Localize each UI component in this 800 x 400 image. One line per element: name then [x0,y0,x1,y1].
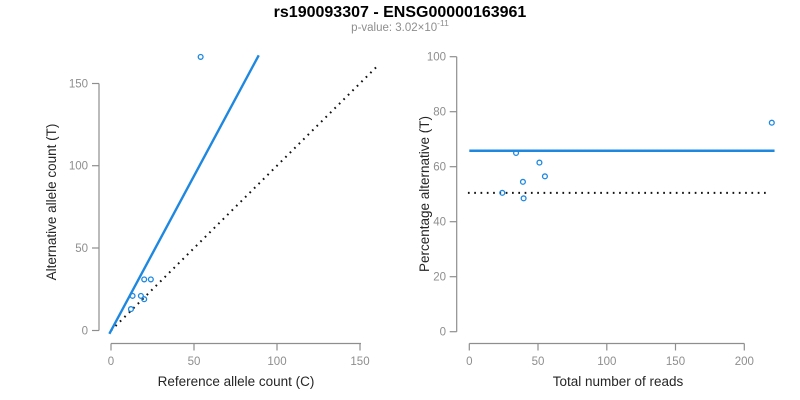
y-tick-label: 100 [427,52,446,64]
y-tick-label: 150 [69,79,88,91]
figure-title: rs190093307 - ENSG00000163961 [274,4,527,21]
data-point [127,306,134,313]
figure-subtitle: p-value: 3.02×10-11 [351,18,449,34]
x-axis-title: Total number of reads [553,374,684,389]
fit-line [108,54,260,335]
right-plot: 0 20 40 60 80 100 0 50 100 150 200 Total… [417,52,775,389]
data-point [141,296,148,303]
y-tick-label: 80 [433,107,446,119]
y-tick-label: 0 [440,327,446,339]
data-point [768,119,775,126]
x-tick-label: 100 [597,356,616,368]
x-tick-label: 150 [666,356,685,368]
y-tick-label: 40 [433,217,446,229]
data-point [137,292,144,299]
x-axis-title: Reference allele count (C) [158,374,315,389]
data-point [499,189,506,196]
left-plot: 0 50 100 150 0 50 100 150 Reference alle… [44,53,379,389]
y-tick-label: 60 [433,162,446,174]
data-point [129,292,136,299]
data-point [197,53,204,60]
x-tick-label: 150 [350,356,369,368]
y-tick-label: 50 [75,243,88,255]
data-point [512,149,520,157]
data-point [520,195,527,202]
y-axis-title: Alternative allele count (T) [44,124,59,281]
y-tick-label: 20 [433,272,446,284]
y-tick-label: 0 [82,326,88,338]
identity-line [110,64,379,332]
pvalue-text: p-value: 3.02×10 [351,22,437,34]
data-point [536,159,543,166]
x-tick-label: 50 [188,356,201,368]
x-tick-label: 0 [466,356,472,368]
x-tick-label: 0 [108,356,114,368]
data-point [519,178,526,185]
left-plot-data-layer [108,53,379,335]
data-point [141,276,148,283]
data-point [541,173,548,180]
y-tick-label: 100 [69,161,88,173]
x-tick-label: 200 [735,356,754,368]
pvalue-exponent: -11 [437,18,449,28]
x-tick-label: 100 [267,356,286,368]
x-tick-label: 50 [532,356,545,368]
right-plot-data-layer [467,119,775,202]
y-axis-title: Percentage alternative (T) [417,116,432,272]
data-point [147,276,154,283]
